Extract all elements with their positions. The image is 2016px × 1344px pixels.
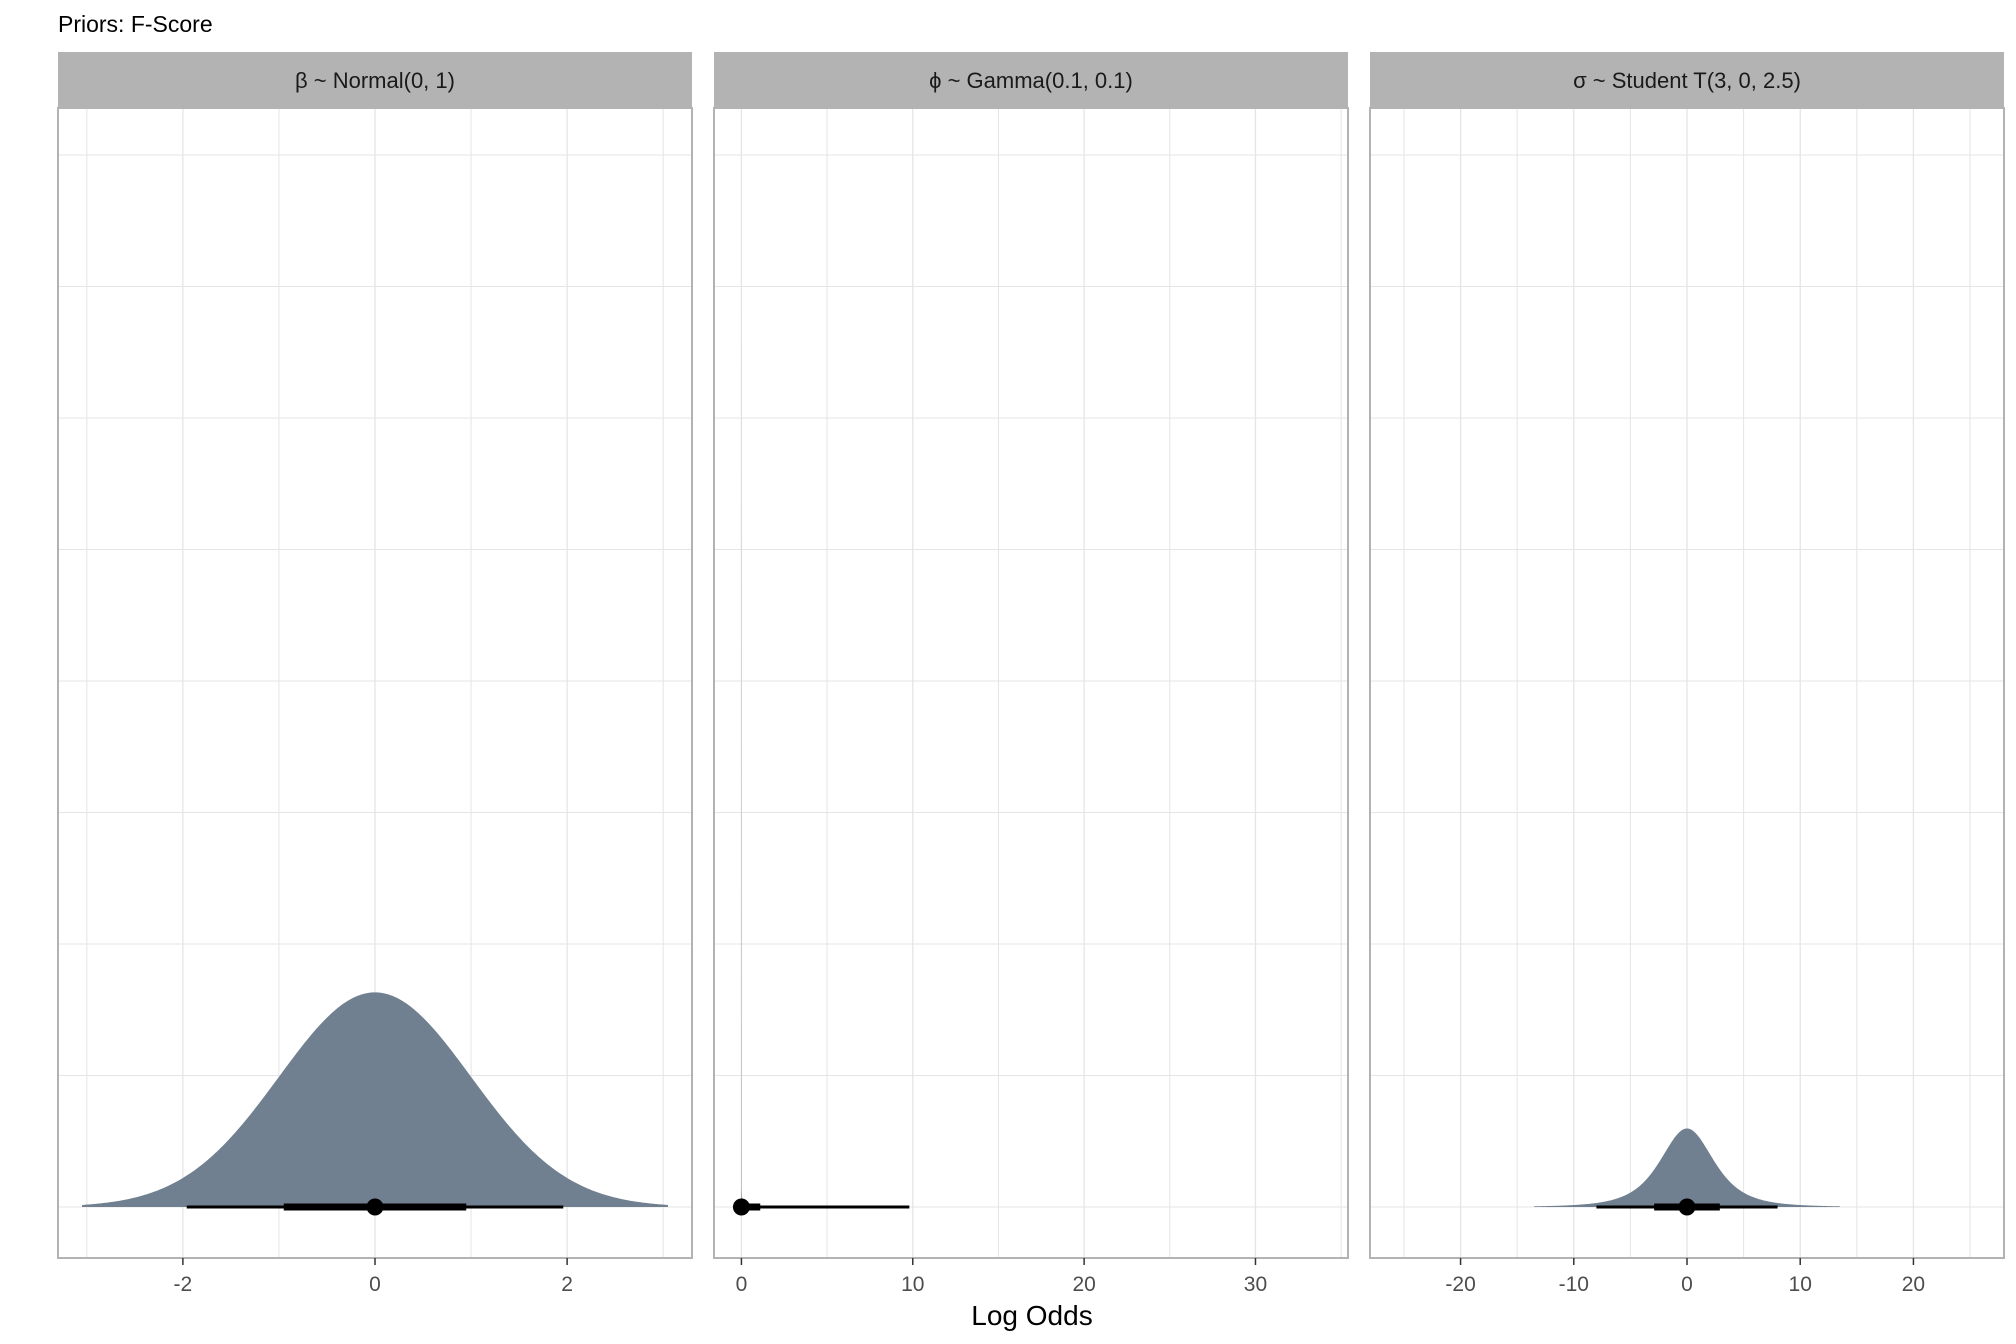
x-tick-label: -20	[1445, 1273, 1475, 1296]
x-tick-label: 30	[1244, 1273, 1267, 1296]
x-tick-label: -2	[174, 1273, 193, 1296]
x-tick-label: 20	[1902, 1273, 1925, 1296]
x-axis-title: Log Odds	[971, 1300, 1092, 1331]
strip-background	[714, 52, 1348, 108]
strip-label: β ~ Normal(0, 1)	[295, 68, 455, 93]
strip-label: ϕ ~ Gamma(0.1, 0.1)	[929, 68, 1133, 93]
x-tick-label: 10	[901, 1273, 924, 1296]
x-tick-label: 20	[1072, 1273, 1095, 1296]
point-estimate	[366, 1198, 384, 1216]
panel-1: β ~ Normal(0, 1) -2 0 2	[57, 52, 693, 1296]
x-tick-label: 0	[369, 1273, 381, 1296]
x-tick-label: -10	[1559, 1273, 1589, 1296]
panel-2: ϕ ~ Gamma(0.1, 0.1) 0 10 20 30	[713, 52, 1349, 1296]
x-tick-label: 0	[736, 1273, 748, 1296]
point-estimate	[732, 1198, 750, 1216]
plot-background	[714, 108, 1348, 1258]
panel-3: σ ~ Student T(3, 0, 2.5) -20 -10 0 10 20	[1369, 52, 2005, 1296]
chart-title: Priors: F-Score	[58, 11, 213, 37]
x-tick-label: 10	[1789, 1273, 1812, 1296]
strip-background	[1370, 52, 2004, 108]
x-tick-label: 2	[561, 1273, 573, 1296]
density-area	[1534, 1128, 1840, 1207]
density-area	[82, 992, 668, 1207]
strip-label: σ ~ Student T(3, 0, 2.5)	[1573, 68, 1801, 93]
x-tick-label: 0	[1681, 1273, 1693, 1296]
strip-background	[58, 52, 692, 108]
point-estimate	[1678, 1198, 1696, 1216]
